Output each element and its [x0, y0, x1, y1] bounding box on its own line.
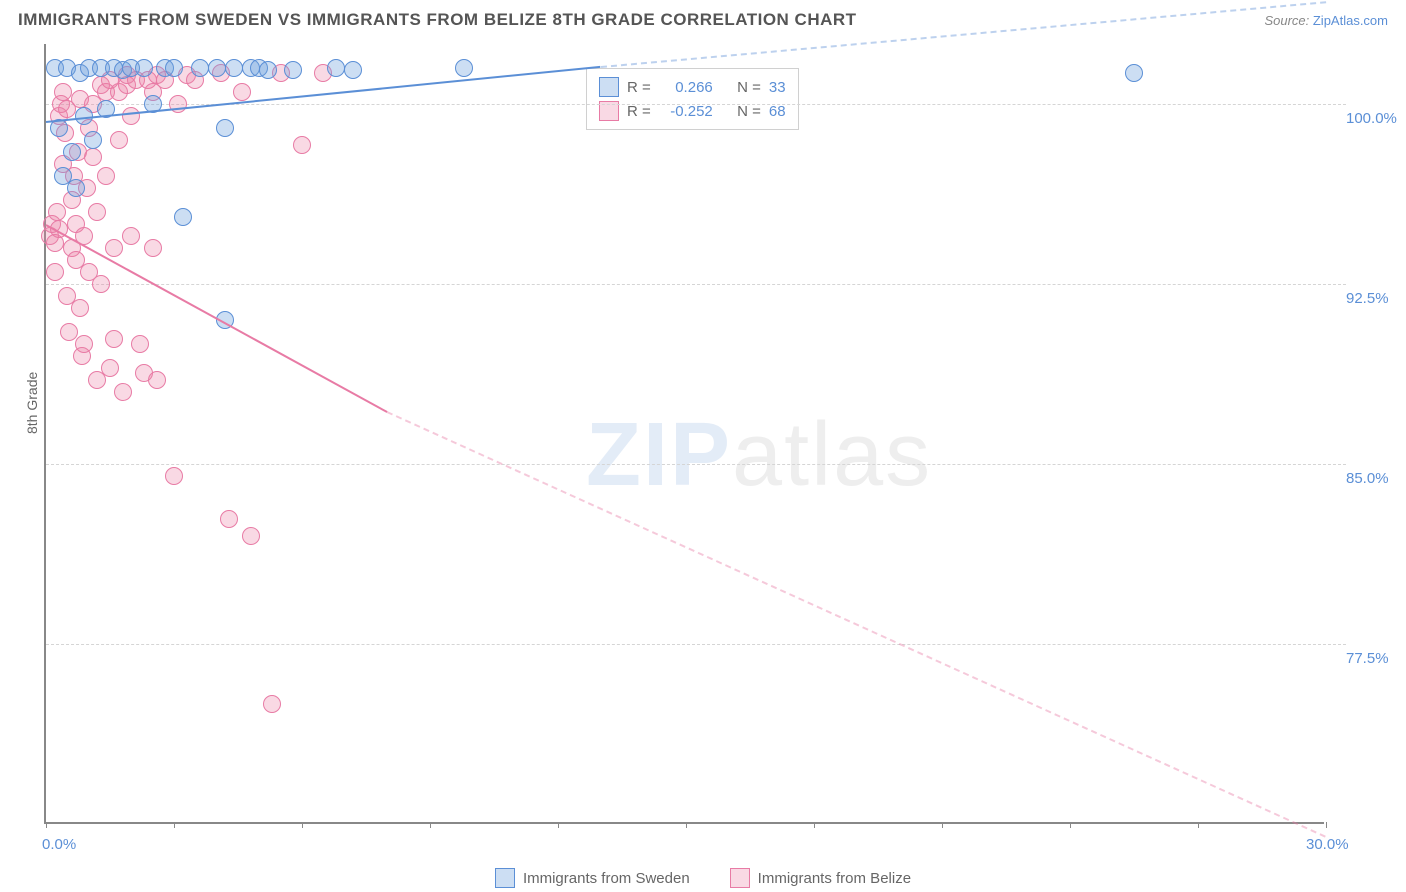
point-belize [114, 383, 132, 401]
point-belize [263, 695, 281, 713]
point-sweden [84, 131, 102, 149]
x-min-label: 0.0% [42, 836, 76, 853]
point-belize [110, 131, 128, 149]
point-sweden [174, 208, 192, 226]
x-tick [686, 822, 687, 828]
legend-item: Immigrants from Sweden [495, 868, 690, 888]
point-belize [54, 83, 72, 101]
x-tick [1070, 822, 1071, 828]
x-max-label: 30.0% [1306, 836, 1349, 853]
legend-item: Immigrants from Belize [730, 868, 911, 888]
x-tick [174, 822, 175, 828]
point-belize [88, 203, 106, 221]
point-sweden [259, 61, 277, 79]
gridline-h [46, 644, 1346, 645]
watermark: ZIPatlas [586, 404, 932, 507]
legend-swatch [599, 77, 619, 97]
point-belize [97, 167, 115, 185]
regression-line [387, 411, 1326, 838]
point-sweden [1125, 64, 1143, 82]
point-belize [75, 335, 93, 353]
source-attribution: Source: ZipAtlas.com [1264, 13, 1388, 28]
stats-row: R = -0.252 N = 68 [599, 99, 786, 123]
x-tick [46, 822, 47, 828]
gridline-h [46, 464, 1346, 465]
point-belize [105, 330, 123, 348]
point-sweden [191, 59, 209, 77]
plot-area: ZIPatlas R = 0.266 N = 33R = -0.252 N = … [44, 44, 1324, 824]
gridline-h [46, 284, 1346, 285]
x-tick [1198, 822, 1199, 828]
point-belize [122, 107, 140, 125]
point-belize [233, 83, 251, 101]
point-sweden [135, 59, 153, 77]
source-link[interactable]: ZipAtlas.com [1313, 13, 1388, 28]
point-belize [101, 359, 119, 377]
y-tick-label: 92.5% [1346, 290, 1389, 307]
point-sweden [67, 179, 85, 197]
point-belize [105, 239, 123, 257]
point-sweden [216, 119, 234, 137]
x-tick [558, 822, 559, 828]
chart-title: IMMIGRANTS FROM SWEDEN VS IMMIGRANTS FRO… [18, 10, 857, 30]
point-sweden [327, 59, 345, 77]
stats-row: R = 0.266 N = 33 [599, 75, 786, 99]
point-belize [144, 239, 162, 257]
y-tick-label: 100.0% [1346, 110, 1397, 127]
gridline-h [46, 104, 1346, 105]
point-sweden [284, 61, 302, 79]
point-belize [122, 227, 140, 245]
point-belize [71, 299, 89, 317]
point-belize [220, 510, 238, 528]
point-belize [165, 467, 183, 485]
bottom-legend: Immigrants from Sweden Immigrants from Be… [0, 868, 1406, 888]
x-tick [942, 822, 943, 828]
x-tick [1326, 822, 1327, 828]
point-sweden [225, 59, 243, 77]
point-belize [242, 527, 260, 545]
point-sweden [165, 59, 183, 77]
point-sweden [63, 143, 81, 161]
point-belize [84, 148, 102, 166]
point-belize [131, 335, 149, 353]
x-tick [430, 822, 431, 828]
point-belize [148, 371, 166, 389]
x-tick [302, 822, 303, 828]
point-belize [293, 136, 311, 154]
chart-container: 8th Grade ZIPatlas R = 0.266 N = 33R = -… [44, 44, 1388, 844]
y-tick-label: 77.5% [1346, 650, 1389, 667]
legend-swatch [730, 868, 750, 888]
point-belize [92, 275, 110, 293]
x-tick [814, 822, 815, 828]
point-belize [48, 203, 66, 221]
point-sweden [208, 59, 226, 77]
y-tick-label: 85.0% [1346, 470, 1389, 487]
stats-legend: R = 0.266 N = 33R = -0.252 N = 68 [586, 68, 799, 130]
point-sweden [455, 59, 473, 77]
legend-swatch [495, 868, 515, 888]
point-belize [46, 263, 64, 281]
y-axis-title: 8th Grade [24, 372, 40, 434]
point-sweden [344, 61, 362, 79]
